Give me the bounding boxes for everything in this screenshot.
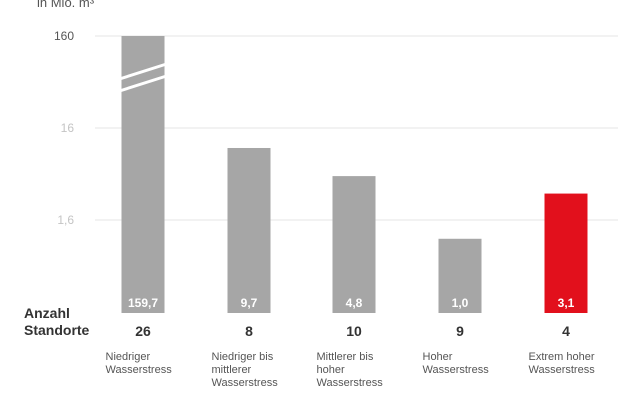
y-axis-unit-label: in Mio. m³ (37, 0, 95, 10)
bar-value-label: 159,7 (128, 296, 158, 310)
axis-break-mark (119, 62, 167, 81)
bar (332, 176, 376, 313)
bar-value-label: 4,8 (346, 296, 363, 310)
category-label: Wasserstress (529, 364, 596, 376)
site-count: 8 (245, 323, 253, 339)
category-label: Niedriger (106, 351, 151, 363)
category-label: mittlerer (212, 364, 252, 376)
bar (544, 193, 588, 313)
bar-value-label: 9,7 (241, 296, 258, 310)
category-label: Niedriger bis (212, 351, 274, 363)
bar (227, 147, 271, 313)
category-label: Wasserstress (317, 377, 384, 389)
category-label: Hoher (423, 351, 453, 363)
y-tick-label: 1,6 (57, 213, 74, 227)
site-count-row-label-line2: Standorte (24, 322, 90, 338)
site-count: 9 (456, 323, 464, 339)
y-tick-label: 16 (61, 121, 75, 135)
bar-value-label: 3,1 (558, 296, 575, 310)
site-count: 4 (562, 323, 570, 339)
category-label: Wasserstress (212, 377, 279, 389)
y-tick-label: 160 (54, 29, 74, 43)
category-label: hoher (317, 364, 345, 376)
site-count: 26 (135, 323, 151, 339)
category-label: Wasserstress (106, 364, 173, 376)
category-label: Mittlerer bis (317, 351, 374, 363)
category-label: Extrem hoher (529, 351, 595, 363)
site-count: 10 (346, 323, 362, 339)
site-count-row-label-line1: Anzahl (24, 305, 70, 321)
axis-break-mark (119, 74, 167, 93)
bar-value-label: 1,0 (452, 296, 469, 310)
bar (438, 238, 482, 313)
category-label: Wasserstress (423, 364, 490, 376)
